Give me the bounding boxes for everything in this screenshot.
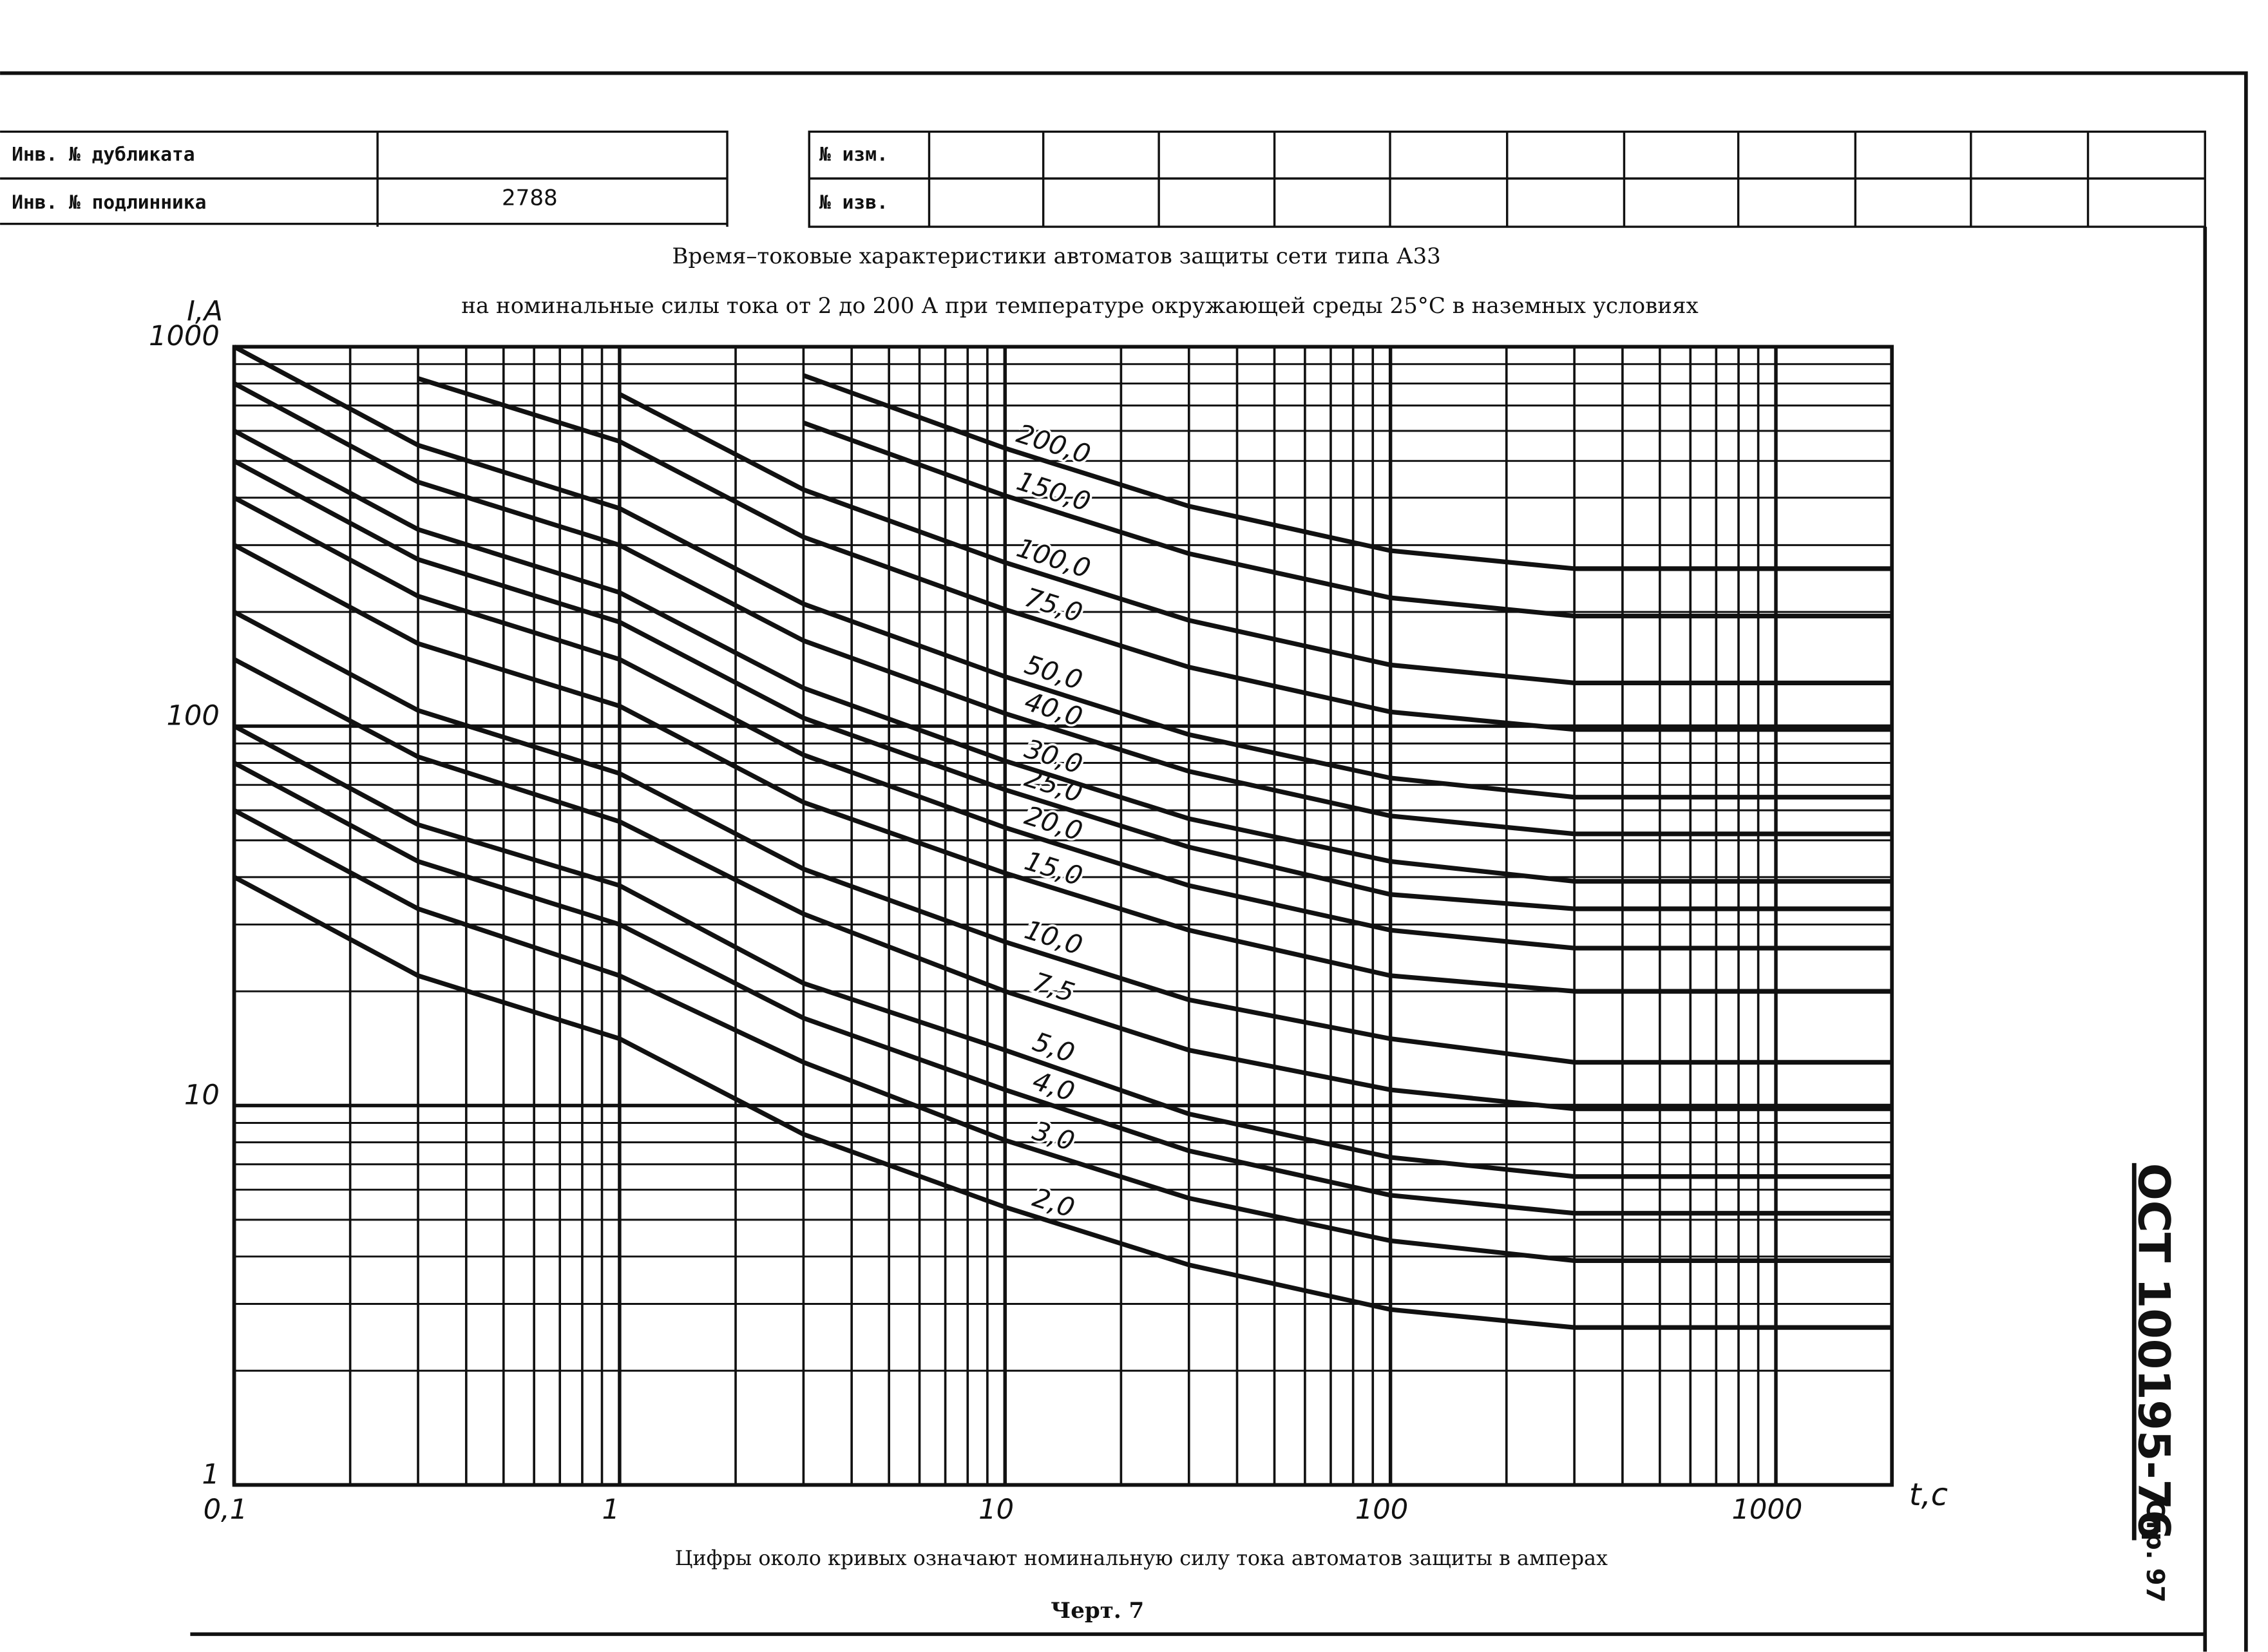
curve <box>233 428 1892 884</box>
chart-subtitle: на номинальные силы тока от 2 до 200 А п… <box>461 293 1698 319</box>
page-number: Стр. 97 <box>2140 1499 2169 1602</box>
curve <box>618 392 1892 685</box>
stamp-grid <box>808 130 2206 228</box>
curve <box>233 459 1892 911</box>
curve <box>233 761 1892 1216</box>
curve <box>233 381 1892 837</box>
outer-frame <box>0 71 2248 1652</box>
x-tick-label: 0,1 <box>204 1494 248 1526</box>
stamp-grid <box>0 130 729 227</box>
x-tick-label: 1 <box>602 1494 620 1526</box>
curve <box>803 421 1892 619</box>
figure-label: Черт. 7 <box>1051 1598 1144 1624</box>
left-stamp: Инв. № дубликата Инв. № подлинника 2788 <box>0 130 729 227</box>
right-stamp: № изм. № изв. <box>808 130 2206 228</box>
standard-code: ОСТ 100195-76 <box>2128 1163 2179 1541</box>
y-tick-label: 10 <box>184 1079 220 1111</box>
curve <box>233 808 1892 1264</box>
curve <box>233 875 1892 1330</box>
chart-title: Время–токовые характеристики автоматов з… <box>672 243 1440 269</box>
x-axis-label: t,c <box>1909 1477 1948 1513</box>
chart-note: Цифры около кривых означают номинальную … <box>675 1546 1608 1570</box>
curve <box>233 543 1892 994</box>
dup-label: Инв. № дубликата <box>12 143 195 165</box>
curve <box>233 609 1892 1065</box>
y-tick-label: 100 <box>166 699 219 732</box>
x-tick-label: 1000 <box>1731 1494 1802 1526</box>
y-tick-label: 1 <box>202 1458 219 1490</box>
x-tick-label: 10 <box>978 1494 1014 1526</box>
plot-border <box>232 345 1894 1487</box>
curve <box>417 376 1892 732</box>
curve <box>233 724 1892 1179</box>
orig-value: 2788 <box>502 185 558 211</box>
notice-label: № изв. <box>819 191 888 213</box>
change-label: № изм. <box>819 143 888 165</box>
plot: 0,1 1 10 100 100011010010002,03,04,05,07,510… <box>149 320 1894 1526</box>
curve <box>803 373 1892 571</box>
curve <box>233 657 1892 1112</box>
y-tick-label: 1000 <box>149 320 220 352</box>
x-tick-label: 100 <box>1355 1494 1408 1526</box>
y-axis-label: I,A <box>187 296 223 328</box>
curve <box>233 345 1892 800</box>
inner-frame <box>190 227 2207 1652</box>
orig-label: Инв. № подлинника <box>12 191 206 213</box>
curve <box>233 495 1892 951</box>
